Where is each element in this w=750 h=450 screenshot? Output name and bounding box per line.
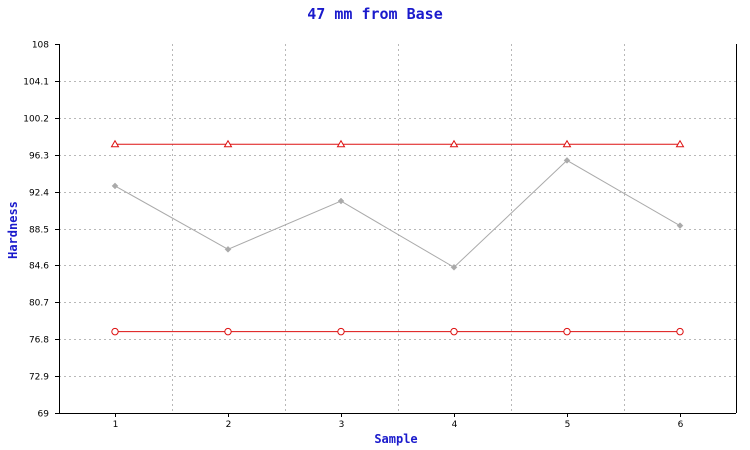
series-2	[111, 327, 684, 336]
data-point	[675, 139, 685, 148]
x-tick-label: 1	[113, 420, 119, 430]
x-tick-label: 6	[678, 420, 684, 430]
x-tick-label: 5	[565, 420, 571, 430]
y-tick-label: 100.2	[23, 115, 49, 125]
x-axis-label: Sample	[374, 432, 417, 446]
data-point	[563, 327, 571, 336]
chart-title: 47 mm from Base	[307, 5, 442, 23]
series	[110, 139, 685, 336]
axes	[55, 44, 737, 417]
data-point	[224, 245, 232, 253]
data-point	[450, 263, 458, 271]
y-tick-label: 72.9	[29, 373, 49, 383]
y-tick-label: 76.8	[29, 336, 49, 346]
data-point	[224, 327, 232, 336]
y-tick-label: 69	[38, 410, 50, 420]
data-point	[450, 327, 458, 336]
x-tick-label: 4	[452, 420, 458, 430]
data-point	[111, 182, 119, 190]
series-line	[114, 159, 681, 268]
series-0	[111, 157, 684, 271]
x-tick-label: 2	[226, 420, 232, 430]
x-tick-label: 3	[339, 420, 345, 430]
data-point	[676, 327, 684, 336]
y-tick-label: 104.1	[23, 78, 49, 88]
grid-lines	[59, 44, 736, 413]
data-point	[336, 139, 346, 148]
y-tick-label: 88.5	[29, 226, 49, 236]
tick-labels: 69 72.9 76.8 80.7 84.6 88.5 92.4 96.3 100.2 104.1…	[23, 41, 683, 431]
data-point	[223, 139, 233, 148]
data-point	[337, 327, 345, 336]
data-point	[562, 139, 572, 148]
y-tick-label: 108	[32, 41, 49, 51]
data-point	[110, 139, 120, 148]
y-tick-label: 96.3	[29, 152, 49, 162]
data-point	[111, 327, 119, 336]
y-tick-label: 92.4	[29, 189, 49, 199]
data-point	[676, 222, 684, 230]
y-tick-label: 84.6	[29, 262, 49, 272]
y-axis-label: Hardness	[6, 201, 20, 259]
data-point	[449, 139, 459, 148]
y-tick-label: 80.7	[29, 299, 49, 309]
series-1	[110, 139, 685, 148]
data-point	[337, 197, 345, 205]
data-point	[563, 157, 571, 164]
